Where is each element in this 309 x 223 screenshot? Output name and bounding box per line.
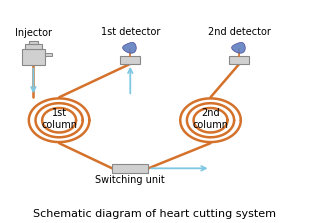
Text: Schematic diagram of heart cutting system: Schematic diagram of heart cutting syste… xyxy=(33,209,276,219)
Text: 1st
column: 1st column xyxy=(41,108,77,130)
Text: Switching unit: Switching unit xyxy=(95,175,165,185)
Text: 2nd
column: 2nd column xyxy=(193,108,229,130)
FancyBboxPatch shape xyxy=(120,56,140,64)
FancyBboxPatch shape xyxy=(25,44,42,49)
FancyBboxPatch shape xyxy=(22,49,45,65)
FancyBboxPatch shape xyxy=(45,53,52,56)
FancyBboxPatch shape xyxy=(28,41,38,44)
FancyBboxPatch shape xyxy=(229,56,249,64)
Text: 1st detector: 1st detector xyxy=(101,27,160,37)
Text: Injector: Injector xyxy=(15,28,52,38)
Text: 2nd detector: 2nd detector xyxy=(208,27,271,37)
Polygon shape xyxy=(232,42,245,53)
FancyBboxPatch shape xyxy=(112,163,148,173)
Polygon shape xyxy=(123,42,136,53)
